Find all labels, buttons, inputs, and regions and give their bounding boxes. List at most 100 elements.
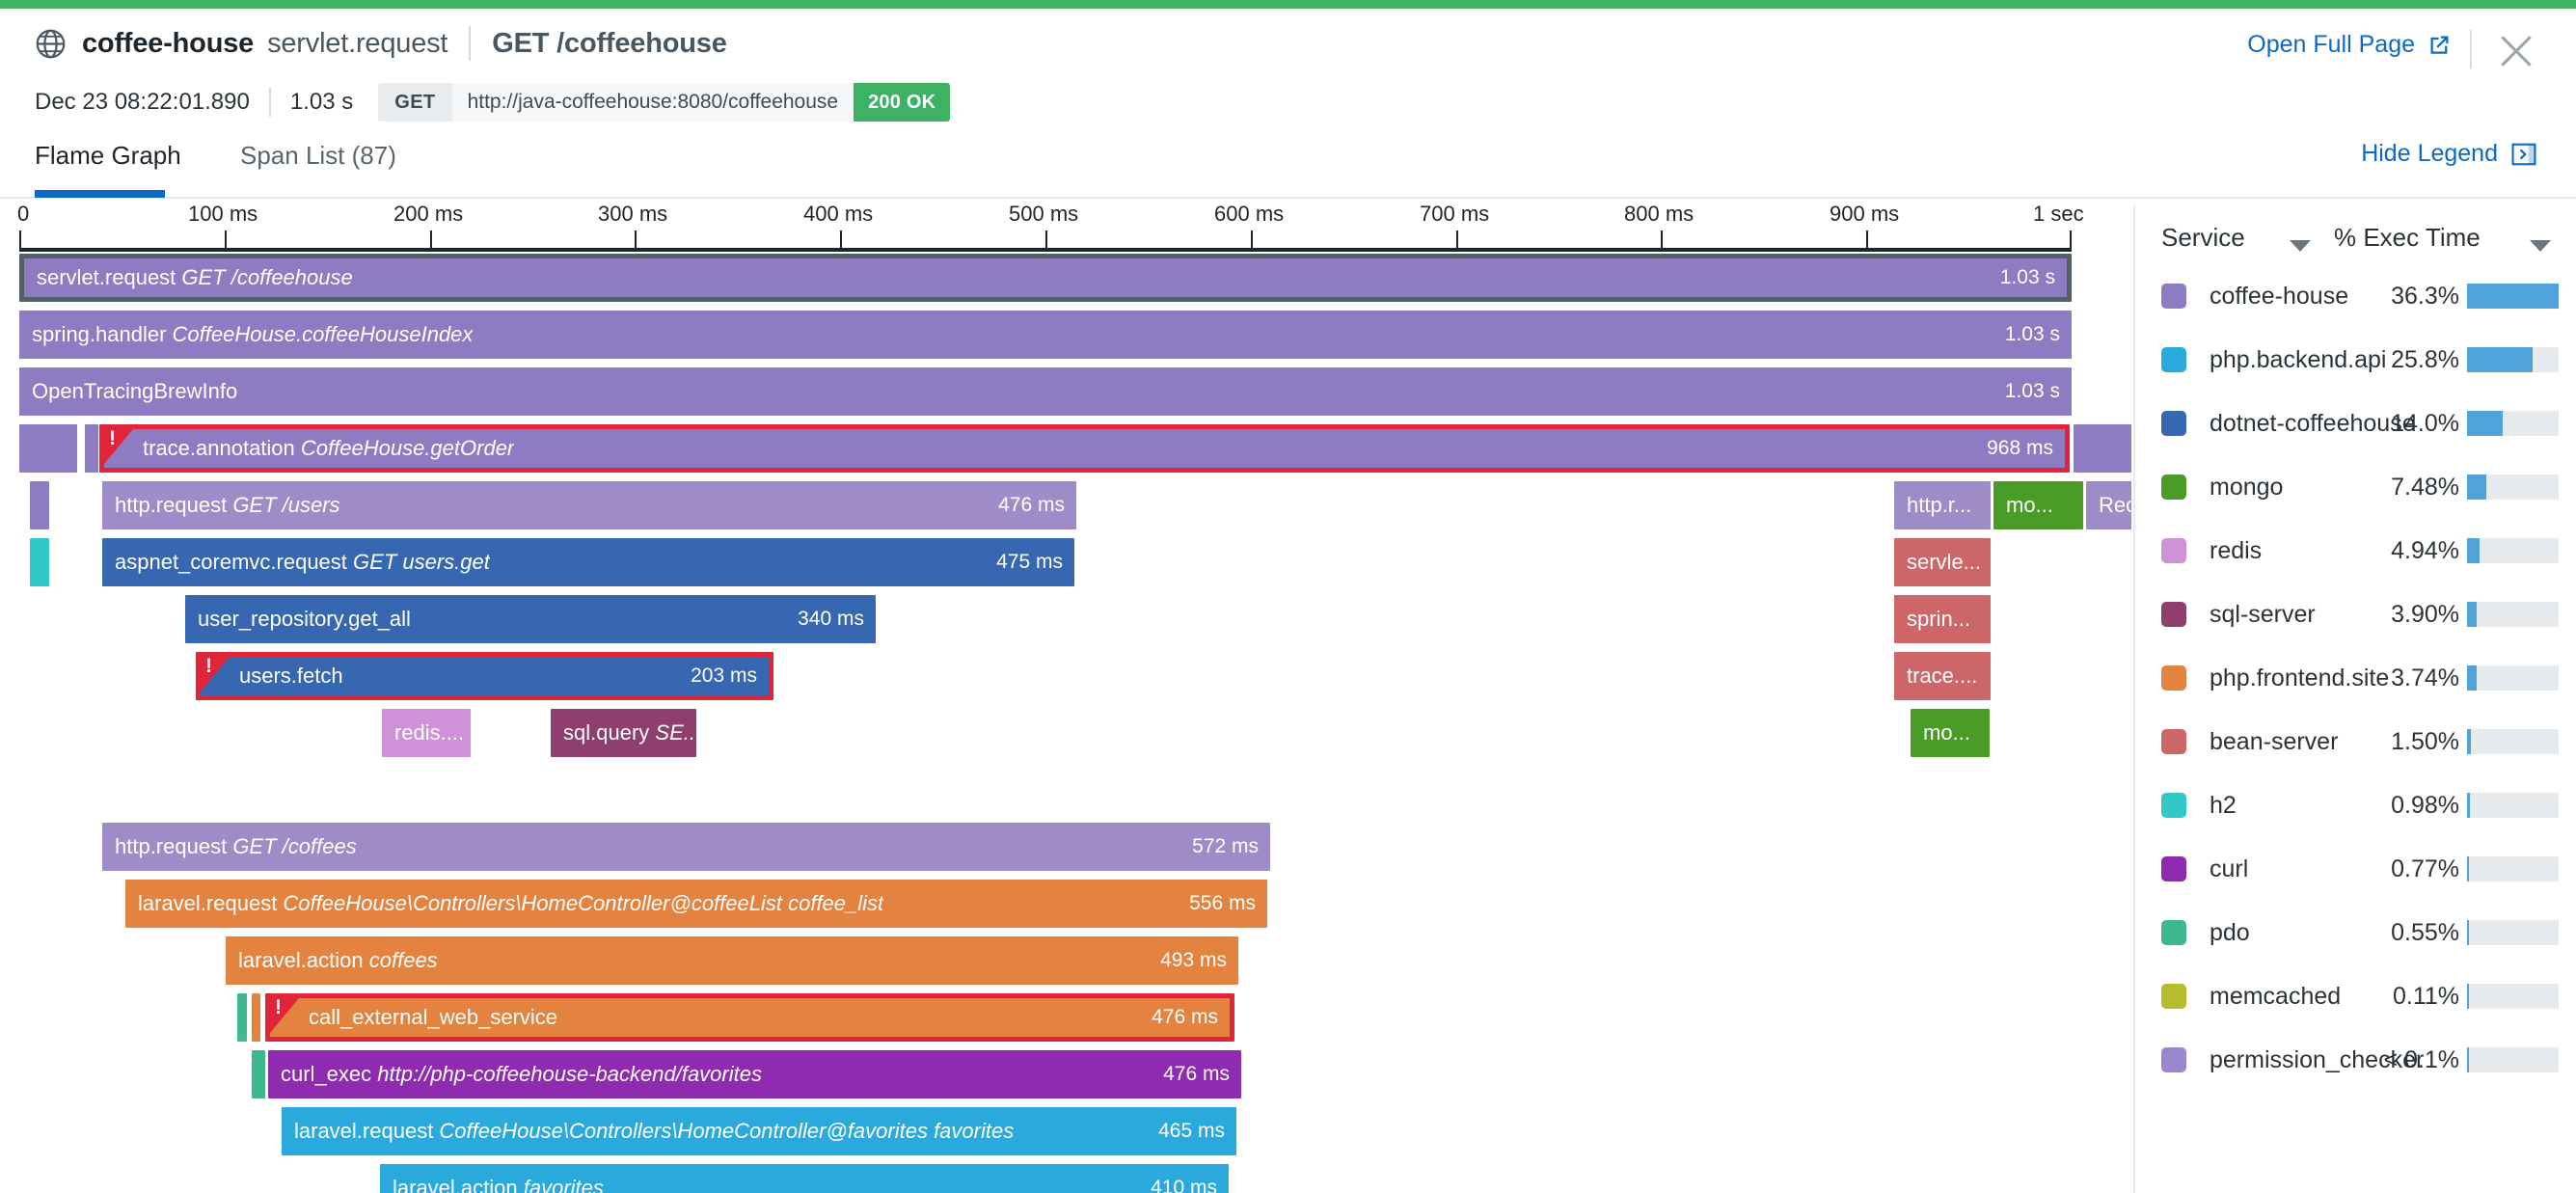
flame-span[interactable]: trace....	[1894, 652, 1991, 700]
service-legend-panel: Service % Exec Time coffee-house 36.3% php…	[2133, 205, 2576, 1193]
flame-span-label: http.request GET /users	[115, 493, 340, 517]
flame-span-duration: 556 ms	[1189, 892, 1256, 914]
flame-graph-canvas[interactable]: servlet.request GET /coffeehouse 1.03 s sp…	[0, 254, 2131, 1193]
legend-exec-bar	[2467, 538, 2559, 563]
flame-span[interactable]: http.request GET /coffees 572 ms	[102, 823, 1270, 871]
legend-row[interactable]: sql-server 3.90%	[2135, 587, 2576, 641]
flame-span[interactable]: servle...	[1894, 538, 1991, 586]
flame-span[interactable]: sprin...	[1894, 595, 1991, 643]
open-full-page-button[interactable]: Open Full Page	[2247, 31, 2453, 59]
legend-service-name: permission_checker	[2210, 1045, 2425, 1073]
legend-exec-bar	[2467, 602, 2559, 627]
flame-span-label: curl_exec http://php-coffeehouse-backend…	[281, 1062, 762, 1086]
legend-row[interactable]: curl 0.77%	[2135, 842, 2576, 896]
legend-color-swatch	[2161, 602, 2186, 627]
flame-span[interactable]: sql.query SE...	[551, 709, 696, 757]
flame-span[interactable]: Rec...	[2086, 481, 2131, 529]
legend-exec-percent: 1.50%	[2391, 727, 2459, 755]
flame-span-label: spring.handler CoffeeHouse.coffeeHouseIn…	[32, 322, 474, 346]
legend-service-name: memcached	[2210, 982, 2342, 1010]
legend-exec-bar-fill	[2467, 347, 2533, 372]
tabs-rule	[0, 197, 2576, 199]
legend-exec-bar	[2467, 1047, 2559, 1072]
flame-span[interactable]: aspnet_coremvc.request GET users.get 475 …	[102, 538, 1074, 586]
hide-legend-button[interactable]: Hide Legend	[2361, 140, 2537, 168]
flame-span[interactable]: laravel.request CoffeeHouse\Controllers\…	[282, 1107, 1236, 1155]
close-icon[interactable]	[2495, 30, 2537, 72]
flame-span[interactable]	[30, 538, 49, 586]
flame-span[interactable]: mo...	[1993, 481, 2083, 529]
flame-span[interactable]: curl_exec http://php-coffeehouse-backend…	[268, 1050, 1241, 1098]
header-operation-name: servlet.request	[267, 27, 448, 59]
flame-span[interactable]: servlet.request GET /coffeehouse 1.03 s	[19, 254, 2072, 302]
ruler-tick	[840, 230, 842, 250]
flame-graph-pane[interactable]: 0 100 ms 200 ms 300 ms 400 ms 500 ms 600 ms 700…	[0, 205, 2131, 1193]
flame-span[interactable]: http.r...	[1894, 481, 1991, 529]
flame-span[interactable]: user_repository.get_all 340 ms	[185, 595, 876, 643]
legend-row[interactable]: coffee-house 36.3%	[2135, 269, 2576, 323]
legend-exec-percent: 0.11%	[2392, 982, 2459, 1010]
legend-exec-bar-fill	[2467, 602, 2477, 627]
legend-col-service: Service	[2161, 223, 2245, 252]
flame-span-thin[interactable]	[237, 993, 247, 1042]
flame-span[interactable]	[19, 424, 77, 473]
legend-row[interactable]: php.frontend.site 3.74%	[2135, 651, 2576, 705]
view-tabs: Flame Graph Span List (87)	[0, 135, 2576, 203]
legend-exec-percent: 4.94%	[2391, 536, 2459, 564]
flame-span-duration: 968 ms	[1987, 437, 2053, 459]
flame-span[interactable]	[85, 424, 98, 473]
legend-row[interactable]: mongo 7.48%	[2135, 460, 2576, 514]
flame-span[interactable]: http.request GET /users 476 ms	[102, 481, 1076, 529]
request-url-pill: GET http://java-coffeehouse:8080/coffeeh…	[378, 83, 951, 122]
ruler-tick	[1661, 230, 1663, 250]
flame-span[interactable]	[2074, 424, 2131, 473]
legend-row[interactable]: dotnet-coffeehouse 14.0%	[2135, 396, 2576, 450]
flame-span-duration: 476 ms	[1163, 1063, 1230, 1085]
header-resource-name: GET /coffeehouse	[492, 27, 727, 59]
legend-exec-percent: 3.90%	[2391, 600, 2459, 628]
flame-span[interactable]: users.fetch 203 ms	[196, 652, 773, 700]
legend-color-swatch	[2161, 793, 2186, 818]
ruler-tick	[430, 230, 432, 250]
header-service-name: coffee-house	[82, 27, 255, 59]
flame-span[interactable]: laravel.request CoffeeHouse\Controllers\…	[125, 880, 1267, 928]
tab-flame-graph[interactable]: Flame Graph	[35, 141, 181, 170]
flame-span[interactable]: OpenTracingBrewInfo 1.03 s	[19, 367, 2072, 416]
flame-span[interactable]: laravel.action favorites 410 ms	[380, 1164, 1229, 1193]
flame-span[interactable]: call_external_web_service 476 ms	[265, 993, 1234, 1042]
header-divider	[469, 26, 472, 61]
legend-service-name: redis	[2210, 536, 2263, 564]
external-link-icon	[2430, 36, 2449, 54]
exec-time-sort-chevron-down-icon[interactable]	[2530, 240, 2551, 252]
flame-span-label: laravel.action favorites	[393, 1176, 604, 1193]
legend-row[interactable]: redis 4.94%	[2135, 524, 2576, 578]
legend-row[interactable]: h2 0.98%	[2135, 778, 2576, 832]
flame-span[interactable]: spring.handler CoffeeHouse.coffeeHouseIn…	[19, 311, 2072, 359]
flame-span[interactable]: redis....	[382, 709, 471, 757]
flame-span-thin[interactable]	[252, 993, 260, 1042]
service-sort-chevron-down-icon[interactable]	[2290, 240, 2311, 252]
flame-span-thin[interactable]	[252, 1050, 265, 1098]
flame-span[interactable]: mo...	[1911, 709, 1990, 757]
legend-row[interactable]: permission_checker < 0.1%	[2135, 1033, 2576, 1087]
error-warning-icon	[270, 998, 299, 1033]
active-tab-underline	[35, 190, 165, 198]
trace-title: coffee-house servlet.request GET /coffee…	[35, 22, 727, 65]
tab-span-list[interactable]: Span List (87)	[240, 141, 396, 170]
legend-service-name: bean-server	[2210, 727, 2339, 755]
legend-row[interactable]: pdo 0.55%	[2135, 906, 2576, 960]
flame-span-label: user_repository.get_all	[198, 607, 411, 631]
flame-span[interactable]: laravel.action coffees 493 ms	[226, 936, 1238, 985]
status-badge: 200 OK	[854, 83, 951, 122]
ruler-tick-label: 0	[17, 205, 30, 226]
flame-span[interactable]	[30, 481, 49, 529]
flame-span[interactable]: trace.annotation CoffeeHouse.getOrder 968…	[99, 424, 2070, 473]
ruler-tick	[225, 230, 227, 250]
ruler-tick-label: 900 ms	[1830, 205, 1900, 226]
trace-meta: Dec 23 08:22:01.890 1.03 s GET http://ja…	[35, 83, 951, 122]
legend-row[interactable]: php.backend.api 25.8%	[2135, 333, 2576, 387]
legend-row[interactable]: bean-server 1.50%	[2135, 715, 2576, 769]
ruler-tick	[1045, 230, 1047, 250]
ruler-tick-label: 800 ms	[1624, 205, 1695, 226]
legend-row[interactable]: memcached 0.11%	[2135, 969, 2576, 1023]
